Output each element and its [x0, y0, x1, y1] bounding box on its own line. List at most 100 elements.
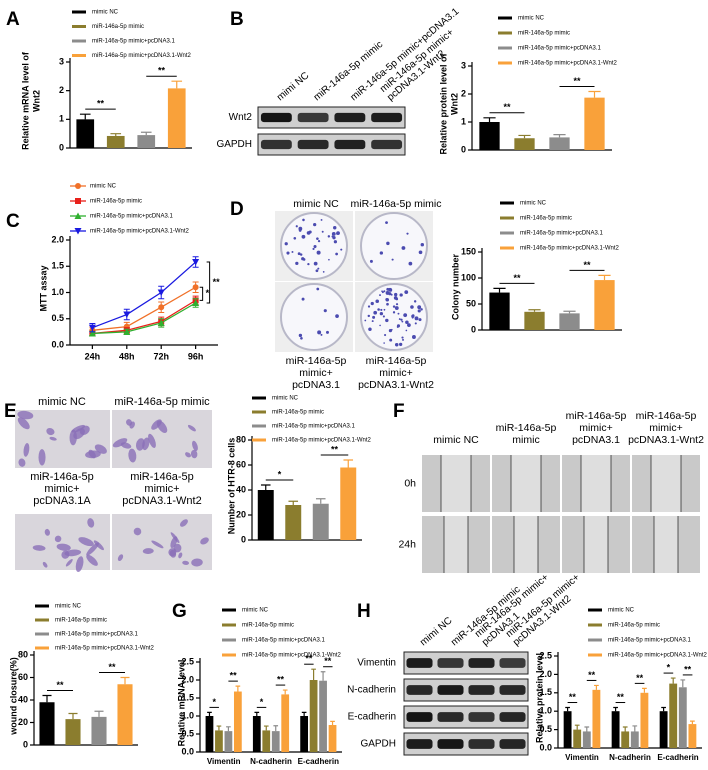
legend-label: miR-146a-5p mimic [272, 410, 324, 416]
colony-dot [372, 315, 376, 319]
bar [563, 711, 572, 748]
blot-band [371, 139, 403, 150]
blot-band [297, 112, 329, 123]
error-bar [254, 711, 260, 716]
bar [669, 683, 678, 748]
cell [56, 543, 71, 551]
colony-dot [383, 342, 385, 344]
column-label-line: mimi NC [418, 615, 454, 648]
micrograph [112, 410, 212, 468]
cell [38, 449, 46, 466]
colony-dot [377, 308, 380, 311]
cell [46, 427, 55, 436]
legend-label: miR-146a-5p mimic+pcDNA3.1-Wnt2 [518, 61, 618, 67]
y-axis-label: Relative mRNA level of [20, 51, 30, 150]
data-point [88, 329, 96, 337]
bar [137, 135, 156, 148]
cell [54, 535, 62, 543]
colony-dot [379, 324, 381, 327]
y-tick-label: 150 [461, 246, 476, 256]
panel-label: D [230, 199, 244, 220]
x-tick-label: Vimentin [207, 757, 241, 766]
bar [262, 730, 271, 752]
row-label: GAPDH [216, 139, 252, 150]
colony-dot [394, 306, 399, 310]
error-bar [642, 687, 647, 693]
legend-label: miR-146a-5p mimic+pcDNA3.1 [518, 46, 602, 52]
bar [319, 680, 327, 752]
panel-label: F [393, 401, 405, 422]
error-bar [553, 134, 566, 138]
error-bar [68, 712, 78, 720]
colony-dot [320, 218, 323, 221]
y-tick-label: 2 [59, 85, 64, 95]
colony-dot [420, 242, 425, 247]
legend-marker [75, 198, 81, 204]
colony-dot [411, 335, 416, 339]
colony-dot [408, 261, 413, 266]
colony-dot [322, 271, 325, 273]
column-label: mimic+ [649, 422, 683, 434]
y-tick-label: 2.0 [51, 234, 64, 244]
panel-label: C [6, 211, 20, 232]
colony-dot [411, 316, 414, 319]
cell [61, 550, 70, 559]
image-label: mimic NC [293, 198, 339, 210]
error-bar [330, 720, 335, 725]
colony-dot [293, 237, 297, 240]
column-label: mimi NC [275, 70, 311, 103]
colony-dot [392, 311, 396, 314]
colony-dot [323, 309, 327, 313]
error-bar [483, 117, 496, 122]
colony-dot [317, 267, 320, 270]
colony-dot [312, 247, 315, 251]
wound-edge [440, 455, 472, 512]
colony-dot [394, 343, 397, 346]
colony-dot [316, 250, 321, 255]
colony-dot [317, 239, 321, 243]
significance-label: ** [56, 680, 64, 690]
image-label: miR-146a-5p [366, 355, 427, 367]
significance-label: ** [97, 99, 105, 109]
significance-label: * [212, 697, 216, 707]
bar [630, 731, 639, 748]
colony-dot [291, 250, 294, 253]
bar [233, 691, 242, 752]
significance-label: ** [324, 656, 332, 666]
blot-band [260, 112, 292, 123]
colony-dot [307, 262, 310, 266]
colony-dot [295, 261, 299, 265]
y-tick-label: 40 [236, 484, 246, 494]
y-tick-label: 0 [59, 142, 64, 152]
blot-band [406, 658, 433, 668]
significance-label: ** [213, 277, 221, 287]
column-label: mimi NC [418, 615, 454, 648]
colony-dot [420, 308, 423, 311]
y-tick-label: 80 [236, 434, 246, 444]
bar [514, 138, 535, 150]
column-label: pcDNA3.1 [572, 434, 620, 446]
x-tick-label: 24h [85, 351, 101, 361]
colony-dot [388, 287, 392, 292]
bar [621, 731, 630, 748]
legend-label: miR-146a-5p mimic [90, 199, 142, 205]
blot-band [468, 685, 495, 695]
error-bar [574, 724, 580, 730]
colony-dot [403, 313, 408, 318]
bar [76, 119, 95, 148]
significance-label: ** [569, 692, 577, 702]
colony-dot [297, 252, 301, 256]
y-tick-label: 50 [466, 298, 476, 308]
error-bar [94, 710, 104, 717]
y-tick-label: 60 [18, 672, 28, 682]
cell [200, 537, 209, 545]
colony-dot [389, 338, 393, 342]
blot-band [499, 658, 526, 668]
cell [192, 440, 198, 452]
y-tick-label: 3 [59, 56, 64, 66]
blot-band [437, 658, 464, 668]
cell [44, 528, 50, 536]
colony-dot [370, 301, 374, 306]
colony-dot [328, 258, 330, 261]
blot-band [437, 712, 464, 722]
